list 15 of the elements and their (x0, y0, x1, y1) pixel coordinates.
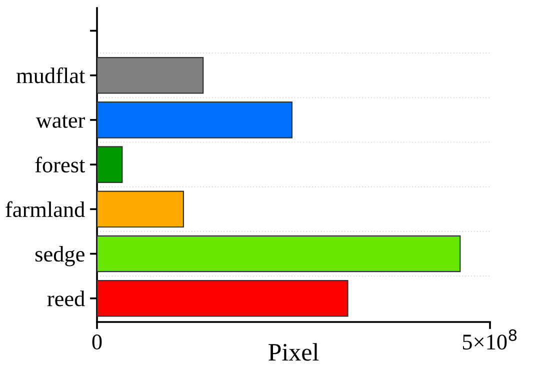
x-tick-label: 0 (92, 334, 102, 350)
x-tick-label: 5×10$^{8}$ (462, 329, 517, 350)
y-tick-label: mudflat (16, 67, 86, 84)
y-tick-label: water (36, 115, 85, 128)
y-tick-label: reed (47, 290, 85, 306)
y-tick-label: sedge (36, 246, 84, 266)
bar (97, 280, 348, 317)
bar (97, 190, 184, 228)
bar (97, 56, 204, 94)
y-tick-label: forest (35, 156, 86, 172)
x-axis-title: Pixel (268, 343, 319, 361)
bar (97, 102, 292, 138)
y-tick-label: farmland (6, 201, 85, 218)
bar (97, 235, 461, 272)
bar (97, 146, 123, 183)
